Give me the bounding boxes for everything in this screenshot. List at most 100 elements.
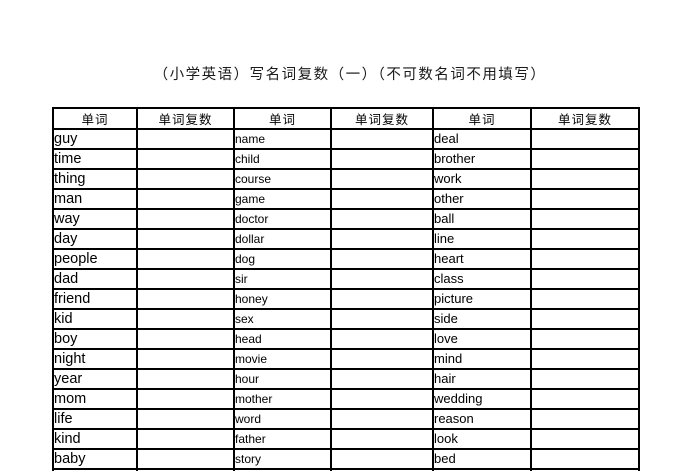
plural-blank-cell[interactable] <box>136 268 235 290</box>
plural-blank-cell[interactable] <box>330 408 434 430</box>
table-row: mom mother wedding <box>52 388 640 410</box>
plural-blank-cell[interactable] <box>136 308 235 330</box>
plural-blank-cell[interactable] <box>530 208 640 230</box>
header-plural-1: 单词复数 <box>136 107 235 130</box>
word-cell: dad <box>52 268 138 290</box>
table-row: day dollar line <box>52 228 640 250</box>
plural-blank-cell[interactable] <box>136 368 235 390</box>
plural-blank-cell[interactable] <box>530 408 640 430</box>
plural-blank-cell[interactable] <box>136 128 235 150</box>
word-cell: sir <box>233 268 332 290</box>
word-cell: picture <box>432 288 532 310</box>
plural-blank-cell[interactable] <box>136 248 235 270</box>
word-cell: father <box>233 428 332 450</box>
word-cell: bed <box>432 448 532 470</box>
plural-blank-cell[interactable] <box>330 228 434 250</box>
plural-blank-cell[interactable] <box>330 348 434 370</box>
word-cell: head <box>233 328 332 350</box>
plural-blank-cell[interactable] <box>530 348 640 370</box>
word-cell: child <box>233 148 332 170</box>
plural-blank-cell[interactable] <box>330 428 434 450</box>
table-header-row: 单词 单词复数 单词 单词复数 单词 单词复数 <box>52 107 640 130</box>
word-cell: other <box>432 188 532 210</box>
word-cell: word <box>233 408 332 430</box>
plural-blank-cell[interactable] <box>136 328 235 350</box>
table-row-partial <box>52 468 640 471</box>
plural-blank-cell[interactable] <box>330 268 434 290</box>
plural-blank-cell[interactable] <box>330 148 434 170</box>
plural-blank-cell[interactable] <box>136 148 235 170</box>
plural-blank-cell[interactable] <box>330 208 434 230</box>
word-cell: course <box>233 168 332 190</box>
word-cell: line <box>432 228 532 250</box>
table-row: people dog heart <box>52 248 640 270</box>
plural-blank-cell[interactable] <box>530 128 640 150</box>
plural-blank-cell[interactable] <box>136 288 235 310</box>
plural-blank-cell[interactable] <box>330 248 434 270</box>
word-cell: wedding <box>432 388 532 410</box>
table-row: life word reason <box>52 408 640 430</box>
table-row: man game other <box>52 188 640 210</box>
plural-blank-cell[interactable] <box>330 168 434 190</box>
word-cell: dollar <box>233 228 332 250</box>
word-cell: thing <box>52 168 138 190</box>
word-cell: honey <box>233 288 332 310</box>
table-row: year hour hair <box>52 368 640 390</box>
plural-blank-cell[interactable] <box>136 428 235 450</box>
plural-blank-cell[interactable] <box>136 408 235 430</box>
plural-blank-cell[interactable] <box>136 208 235 230</box>
plural-blank-cell[interactable] <box>330 188 434 210</box>
plural-blank-cell <box>136 468 235 471</box>
plural-blank-cell <box>330 468 434 471</box>
plural-blank-cell[interactable] <box>136 348 235 370</box>
plural-blank-cell[interactable] <box>330 388 434 410</box>
plural-blank-cell[interactable] <box>530 188 640 210</box>
plural-blank-cell[interactable] <box>530 368 640 390</box>
header-plural-3: 单词复数 <box>530 107 640 130</box>
word-cell: brother <box>432 148 532 170</box>
word-cell: baby <box>52 448 138 470</box>
plural-blank-cell[interactable] <box>136 168 235 190</box>
plural-blank-cell[interactable] <box>530 268 640 290</box>
plural-blank-cell[interactable] <box>136 228 235 250</box>
plural-blank-cell[interactable] <box>530 448 640 470</box>
table-row: kind father look <box>52 428 640 450</box>
plural-blank-cell[interactable] <box>330 448 434 470</box>
plural-blank-cell[interactable] <box>530 168 640 190</box>
plural-blank-cell[interactable] <box>136 188 235 210</box>
plural-blank-cell[interactable] <box>136 388 235 410</box>
word-cell: side <box>432 308 532 330</box>
word-cell: doctor <box>233 208 332 230</box>
word-cell: story <box>233 448 332 470</box>
plural-blank-cell[interactable] <box>330 288 434 310</box>
word-cell: dog <box>233 248 332 270</box>
plural-blank-cell[interactable] <box>530 248 640 270</box>
plural-blank-cell[interactable] <box>530 228 640 250</box>
plural-blank-cell[interactable] <box>530 308 640 330</box>
plural-blank-cell[interactable] <box>136 448 235 470</box>
plural-blank-cell[interactable] <box>330 368 434 390</box>
word-cell: sex <box>233 308 332 330</box>
plural-blank-cell[interactable] <box>530 148 640 170</box>
word-cell: mind <box>432 348 532 370</box>
plural-worksheet-table: 单词 单词复数 单词 单词复数 单词 单词复数 guy name deal time c… <box>52 107 640 471</box>
plural-blank-cell[interactable] <box>530 388 640 410</box>
header-word-2: 单词 <box>233 107 332 130</box>
word-cell: year <box>52 368 138 390</box>
plural-blank-cell[interactable] <box>330 128 434 150</box>
plural-blank-cell <box>530 468 640 471</box>
word-cell: time <box>52 148 138 170</box>
plural-blank-cell[interactable] <box>330 328 434 350</box>
header-word-3: 单词 <box>432 107 532 130</box>
plural-blank-cell[interactable] <box>530 328 640 350</box>
word-cell <box>432 468 532 471</box>
word-cell: love <box>432 328 532 350</box>
word-cell: way <box>52 208 138 230</box>
word-cell: hour <box>233 368 332 390</box>
plural-blank-cell[interactable] <box>330 308 434 330</box>
word-cell: reason <box>432 408 532 430</box>
plural-blank-cell[interactable] <box>530 428 640 450</box>
word-cell: guy <box>52 128 138 150</box>
plural-blank-cell[interactable] <box>530 288 640 310</box>
